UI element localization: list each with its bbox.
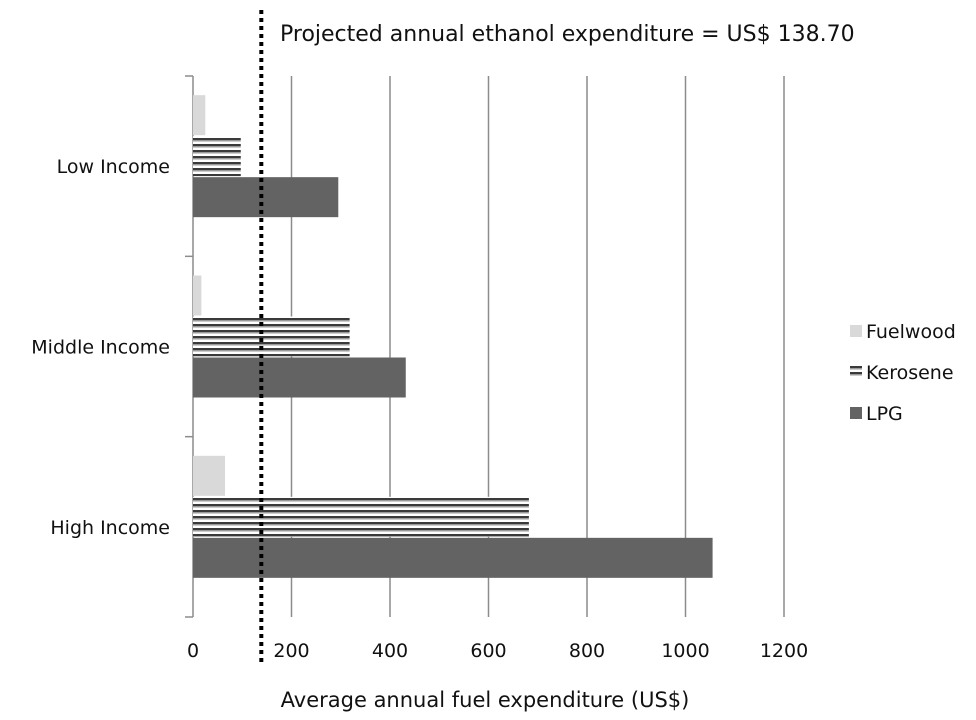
legend-swatch-lpg — [850, 407, 862, 419]
y-category-label: Middle Income — [31, 337, 170, 359]
bars — [193, 95, 713, 578]
x-tick-label: 1000 — [661, 640, 709, 662]
bar-kerosene — [193, 136, 241, 177]
bar-kerosene — [193, 316, 350, 357]
legend-label-kerosene: Kerosene — [866, 362, 954, 384]
legend-label-lpg: LPG — [866, 403, 903, 425]
legend: Fuelwood Kerosene LPG — [850, 321, 956, 425]
legend-swatch-fuelwood — [850, 325, 862, 337]
x-tick-label: 800 — [569, 640, 605, 662]
bar-lpg — [193, 537, 713, 578]
bar-fuelwood — [193, 455, 226, 496]
y-category-label: Low Income — [57, 156, 170, 178]
x-tick-label: 600 — [470, 640, 506, 662]
legend-swatch-kerosene — [850, 366, 862, 378]
bar-kerosene — [193, 496, 529, 537]
x-tick-label: 1200 — [760, 640, 808, 662]
axes — [185, 75, 194, 618]
bar-lpg — [193, 357, 406, 398]
bar-fuelwood — [193, 95, 206, 136]
y-category-label: High Income — [50, 517, 170, 539]
x-tick-label: 200 — [273, 640, 309, 662]
x-tick-label: 0 — [187, 640, 199, 662]
x-axis-title: Average annual fuel expenditure (US$) — [281, 688, 690, 712]
x-tick-label: 400 — [372, 640, 408, 662]
legend-label-fuelwood: Fuelwood — [866, 321, 956, 343]
tick-labels: 0 200 400 600 800 1000 1200 Low Income Middle In… — [31, 156, 808, 662]
bar-fuelwood — [193, 275, 202, 316]
bar-lpg — [193, 177, 339, 218]
reference-line-label: Projected annual ethanol expenditure = U… — [280, 22, 855, 47]
